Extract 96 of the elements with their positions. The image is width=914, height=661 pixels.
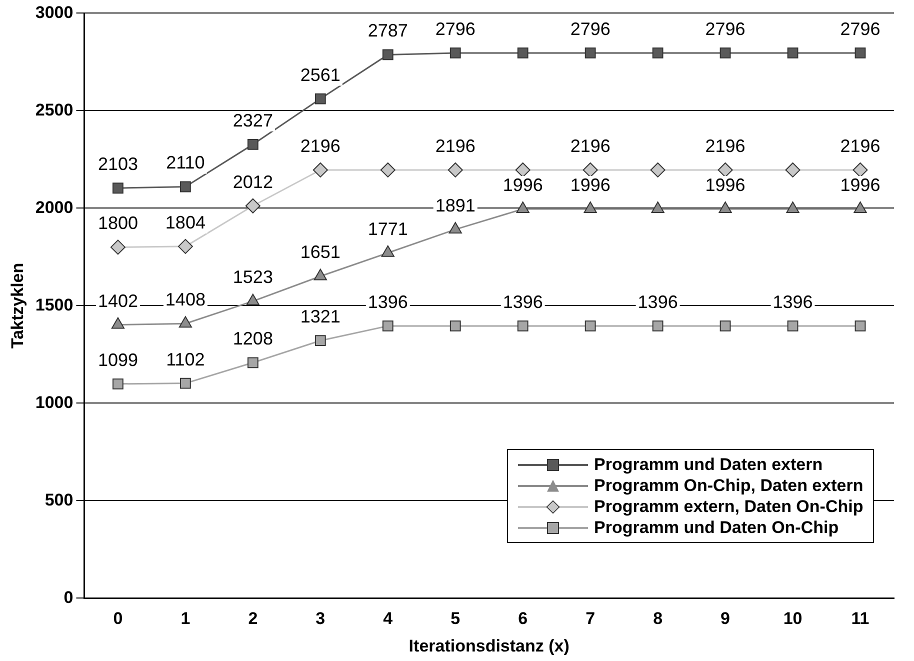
y-tick-label: 2000: [35, 198, 74, 217]
point: [718, 162, 733, 178]
data-label: 1800: [98, 213, 138, 234]
x-tick-label: 4: [383, 609, 394, 628]
data-label: 2196: [435, 136, 476, 156]
point: [178, 238, 193, 254]
legend-label: Programm extern, Daten On-Chip: [594, 496, 864, 517]
y-tick-label: 3000: [35, 2, 74, 22]
legend-label: Programm On-Chip, Daten extern: [594, 476, 864, 496]
data-label: 1402: [98, 290, 138, 311]
point: [582, 162, 598, 178]
x-tick-label: 11: [851, 609, 870, 628]
point: [247, 357, 258, 368]
legend-label: Programm und Daten extern: [594, 454, 823, 475]
point: [584, 48, 596, 58]
data-label: 1523: [232, 267, 273, 288]
point: [720, 48, 731, 58]
data-label: 2196: [300, 136, 340, 156]
x-tick-label: 1: [180, 609, 190, 628]
data-label: 1208: [232, 328, 273, 349]
point: [112, 378, 124, 390]
data-label: 2103: [98, 154, 138, 174]
data-label: 1099: [98, 350, 138, 370]
data-label: 1996: [705, 174, 746, 195]
data-label: 1996: [570, 174, 610, 195]
data-label: 1804: [165, 212, 206, 232]
data-label: 1996: [840, 174, 880, 195]
point: [584, 320, 596, 332]
point: [652, 320, 664, 332]
data-label: 1996: [502, 174, 543, 195]
data-label: 2796: [435, 18, 476, 39]
point: [247, 138, 258, 150]
point: [448, 162, 463, 178]
data-label: 1396: [638, 292, 678, 312]
x-tick-label: 7: [586, 609, 596, 628]
point: [382, 320, 394, 332]
point: [245, 198, 260, 214]
data-label: 2012: [232, 172, 273, 192]
data-label: 2787: [368, 20, 408, 41]
point: [180, 181, 191, 192]
point: [787, 320, 798, 332]
data-label: 1396: [772, 292, 813, 312]
point: [382, 49, 394, 60]
x-tick-label: 8: [653, 609, 663, 628]
data-label: 1396: [368, 292, 408, 312]
point: [515, 162, 530, 178]
data-label: 2196: [570, 136, 610, 156]
data-label: 2796: [705, 18, 746, 39]
x-tick-label: 9: [720, 609, 730, 628]
data-label: 1408: [165, 290, 206, 310]
data-label: 2561: [300, 64, 340, 85]
point: [652, 48, 664, 58]
point: [450, 320, 461, 332]
data-label: 2196: [840, 136, 880, 156]
point: [787, 48, 798, 58]
data-label: 2196: [705, 136, 746, 156]
point: [314, 93, 326, 104]
legend-label: Programm und Daten On-Chip: [594, 518, 839, 538]
y-tick-label: 0: [64, 588, 74, 607]
x-tick-label: 0: [113, 609, 123, 628]
point: [380, 162, 396, 178]
point: [650, 162, 666, 178]
x-axis-title: Iterationsdistanz (x): [408, 636, 570, 656]
x-tick-label: 6: [518, 609, 528, 628]
data-label: 1321: [300, 306, 340, 327]
point: [785, 162, 800, 178]
point: [720, 320, 731, 332]
data-label: 1396: [502, 292, 543, 312]
x-tick-label: 10: [783, 609, 802, 628]
point: [854, 320, 866, 332]
data-label: 1891: [435, 195, 476, 216]
point: [852, 162, 868, 178]
data-label: 2796: [840, 18, 880, 39]
point: [517, 48, 528, 58]
point: [517, 320, 528, 332]
y-tick-label: 1000: [35, 392, 74, 412]
data-label: 2110: [166, 152, 205, 173]
x-tick-label: 3: [316, 609, 326, 628]
point: [180, 378, 191, 389]
x-tick-label: 2: [248, 609, 258, 628]
data-label: 2327: [232, 110, 273, 130]
data-label: 1651: [300, 242, 340, 262]
y-tick-label: 1500: [35, 295, 74, 314]
point: [312, 162, 328, 178]
point: [314, 335, 326, 346]
point: [110, 240, 126, 255]
x-tick-label: 5: [450, 609, 460, 628]
point: [854, 48, 866, 58]
y-axis-title: Taktzyklen: [8, 262, 27, 349]
data-label: 2796: [570, 18, 610, 39]
y-tick-label: 2500: [35, 100, 74, 120]
data-label: 1102: [166, 349, 205, 370]
point: [450, 48, 461, 58]
y-tick-label: 500: [44, 490, 74, 510]
data-label: 1771: [368, 218, 408, 239]
point: [112, 182, 124, 194]
